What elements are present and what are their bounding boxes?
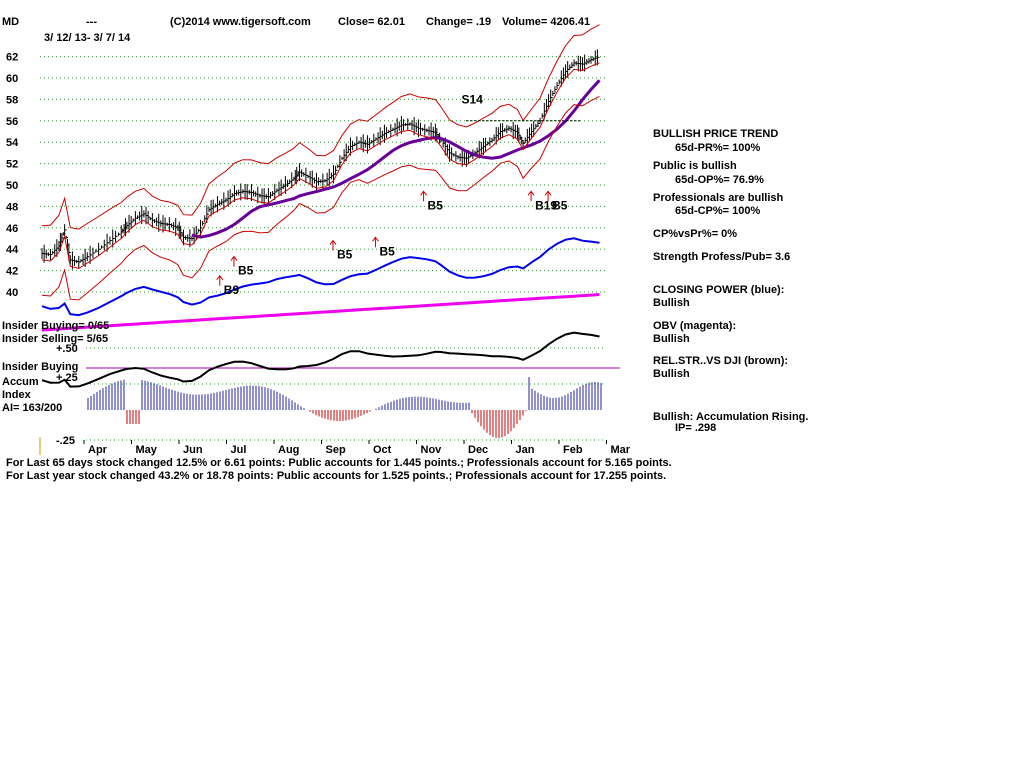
buy-signal-label: B9 — [224, 283, 240, 297]
buy-arrow-head — [216, 275, 224, 281]
y-tick-label: 48 — [6, 201, 18, 213]
buy-signal-label: B5 — [379, 244, 395, 258]
y-tick-label: 40 — [6, 287, 18, 299]
accum-title: Bullish: Accumulation Rising. — [653, 411, 809, 423]
professionals-label: Professionals are bullish — [653, 192, 784, 204]
relative-strength-line — [41, 331, 600, 388]
cp-value: 65d-CP%= 100% — [675, 205, 761, 217]
obv-title: OBV (magenta): — [653, 320, 737, 332]
buy-signal-label: B5 — [337, 248, 353, 262]
buy-signal-label: B5 — [428, 198, 444, 212]
buy-arrow-head — [527, 190, 535, 196]
pr-value: 65d-PR%= 100% — [675, 142, 761, 154]
x-tick-label: Jun — [183, 444, 203, 456]
close-label: Close= 62.01 — [338, 16, 405, 28]
public-label: Public is bullish — [653, 160, 737, 172]
relstr-title: REL.STR..VS DJI (brown): — [653, 355, 789, 367]
buy-signal-label: B19 — [535, 198, 557, 212]
x-tick-label: Mar — [611, 444, 631, 456]
x-tick-label: Feb — [563, 444, 583, 456]
dashes-label: --- — [86, 16, 97, 28]
x-tick-label: Oct — [373, 444, 392, 456]
date-range-label: 3/ 12/ 13- 3/ 7/ 14 — [44, 32, 131, 44]
buy-arrow-head — [544, 190, 552, 196]
closing-power-title: CLOSING POWER (blue): — [653, 284, 785, 296]
change-label: Change= .19 — [426, 16, 492, 28]
y-tick-label: 54 — [6, 137, 19, 149]
upper-band-line — [41, 24, 600, 230]
insider-selling-count: Insider Selling= 5/65 — [2, 333, 109, 345]
y-tick-label: 50 — [6, 180, 18, 192]
footer-line-65d: For Last 65 days stock changed 12.5% or … — [6, 457, 672, 469]
strength-label: Strength Profess/Pub= 3.6 — [653, 251, 791, 263]
x-tick-label: May — [136, 444, 158, 456]
op-value: 65d-OP%= 76.9% — [675, 174, 764, 186]
ip-value: IP= .298 — [675, 422, 717, 434]
buy-arrow-head — [230, 255, 238, 261]
y-tick-label: 42 — [6, 266, 18, 278]
sell-signal-label: S14 — [462, 92, 484, 106]
lower-band-line — [41, 95, 600, 301]
x-tick-label: Jan — [516, 444, 535, 456]
insider-buying-count: Insider Buying= 0/65 — [2, 320, 110, 332]
closing-power-value: Bullish — [653, 297, 690, 309]
minus25-label: -.25 — [56, 435, 75, 447]
obv-line — [41, 293, 600, 332]
x-tick-label: Apr — [88, 444, 108, 456]
ai-label: AI= 163/200 — [2, 402, 63, 414]
copyright-label: (C)2014 www.tigersoft.com — [170, 16, 311, 28]
x-tick-label: Dec — [468, 444, 488, 456]
symbol-label: MD — [2, 16, 20, 28]
insider-buying-label: Insider Buying — [2, 361, 79, 373]
moving-average-line — [191, 79, 601, 239]
middle-band-line — [41, 62, 600, 270]
buy-arrow-head — [420, 190, 427, 196]
y-tick-label: 60 — [6, 73, 18, 85]
x-tick-label: Aug — [278, 444, 299, 456]
trend-title: BULLISH PRICE TREND — [653, 128, 779, 140]
y-tick-label: 58 — [6, 94, 18, 106]
plus25-label: +.25 — [56, 372, 78, 384]
y-tick-label: 56 — [6, 116, 18, 128]
y-tick-label: 44 — [6, 244, 19, 256]
relstr-value: Bullish — [653, 368, 690, 380]
closing-power-line — [41, 237, 600, 317]
x-tick-label: Nov — [421, 444, 443, 456]
x-tick-label: Sep — [326, 444, 346, 456]
accum-label: Accum — [2, 376, 39, 388]
buy-arrow-head — [372, 236, 379, 242]
y-tick-label: 62 — [6, 52, 18, 64]
y-tick-label: 52 — [6, 159, 18, 171]
cp-vs-pr: CP%vsPr%= 0% — [653, 228, 738, 240]
buy-signal-label: B5 — [552, 198, 568, 212]
volume-label: Volume= 4206.41 — [502, 16, 591, 28]
obv-value: Bullish — [653, 333, 690, 345]
x-tick-label: Jul — [231, 444, 247, 456]
index-label: Index — [2, 389, 31, 401]
buy-arrow-head — [329, 239, 337, 245]
footer-line-year: For Last year stock changed 43.2% or 18.… — [6, 470, 667, 482]
buy-signal-label: B5 — [238, 264, 254, 278]
plus50-label: +.50 — [56, 343, 78, 355]
y-tick-label: 46 — [6, 223, 18, 235]
